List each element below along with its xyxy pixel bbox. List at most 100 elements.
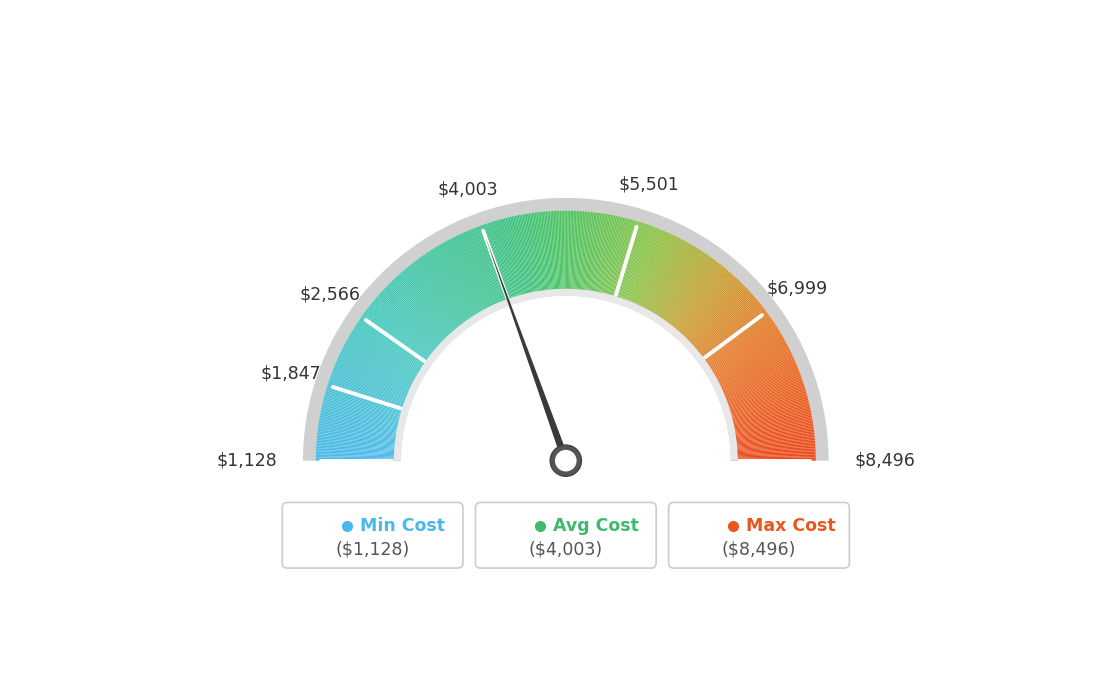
Wedge shape	[489, 222, 516, 304]
Wedge shape	[683, 285, 745, 346]
Wedge shape	[649, 246, 694, 319]
Wedge shape	[399, 274, 456, 339]
Wedge shape	[401, 296, 731, 461]
Wedge shape	[326, 389, 407, 415]
Wedge shape	[572, 211, 576, 296]
Wedge shape	[730, 440, 815, 449]
Wedge shape	[317, 439, 402, 447]
Wedge shape	[365, 310, 434, 362]
Wedge shape	[330, 375, 411, 405]
Wedge shape	[453, 237, 492, 314]
Text: ($8,496): ($8,496)	[722, 540, 796, 558]
Wedge shape	[561, 210, 564, 296]
Wedge shape	[720, 373, 800, 404]
Wedge shape	[316, 459, 401, 461]
Wedge shape	[322, 403, 405, 424]
Wedge shape	[594, 214, 609, 299]
Wedge shape	[325, 394, 407, 417]
Wedge shape	[645, 241, 688, 317]
Wedge shape	[320, 411, 404, 428]
Wedge shape	[424, 254, 474, 325]
Wedge shape	[603, 217, 624, 300]
Wedge shape	[546, 211, 554, 297]
Wedge shape	[671, 269, 728, 335]
Wedge shape	[681, 282, 742, 344]
Wedge shape	[587, 213, 601, 297]
Wedge shape	[713, 350, 790, 388]
Wedge shape	[615, 222, 641, 304]
Wedge shape	[510, 217, 530, 300]
Wedge shape	[325, 393, 407, 417]
Wedge shape	[464, 232, 499, 310]
Wedge shape	[613, 221, 638, 303]
Wedge shape	[511, 217, 531, 300]
Wedge shape	[666, 262, 719, 331]
Wedge shape	[726, 402, 809, 423]
Wedge shape	[449, 239, 490, 315]
Wedge shape	[731, 453, 816, 457]
Wedge shape	[723, 388, 806, 414]
Wedge shape	[317, 434, 402, 444]
Wedge shape	[716, 360, 795, 395]
Wedge shape	[389, 283, 450, 344]
Wedge shape	[726, 403, 809, 424]
Wedge shape	[346, 340, 422, 382]
Wedge shape	[442, 243, 485, 318]
Wedge shape	[673, 271, 730, 337]
Wedge shape	[721, 375, 802, 405]
Wedge shape	[676, 274, 733, 339]
Wedge shape	[658, 254, 708, 325]
Wedge shape	[671, 268, 726, 335]
Wedge shape	[639, 237, 678, 313]
Wedge shape	[661, 257, 713, 327]
Wedge shape	[730, 439, 815, 447]
Wedge shape	[342, 347, 420, 387]
Wedge shape	[652, 248, 699, 321]
Wedge shape	[719, 367, 798, 400]
Wedge shape	[728, 414, 811, 431]
Wedge shape	[729, 424, 814, 438]
Wedge shape	[604, 217, 625, 301]
Wedge shape	[719, 368, 799, 401]
Wedge shape	[450, 238, 491, 315]
Wedge shape	[371, 302, 438, 357]
Wedge shape	[408, 265, 464, 333]
Wedge shape	[601, 217, 620, 300]
Wedge shape	[667, 263, 720, 331]
Wedge shape	[514, 216, 533, 299]
Wedge shape	[715, 357, 794, 393]
Wedge shape	[354, 326, 426, 373]
Wedge shape	[316, 448, 401, 453]
Wedge shape	[418, 257, 470, 327]
Wedge shape	[664, 259, 715, 328]
Wedge shape	[730, 429, 814, 441]
Wedge shape	[344, 343, 421, 384]
Wedge shape	[332, 370, 412, 402]
Wedge shape	[346, 342, 421, 383]
Wedge shape	[475, 227, 507, 307]
Wedge shape	[348, 336, 423, 380]
Wedge shape	[646, 242, 689, 317]
Wedge shape	[333, 366, 413, 399]
Wedge shape	[637, 235, 675, 313]
Wedge shape	[335, 364, 414, 398]
Wedge shape	[690, 297, 755, 353]
Wedge shape	[722, 379, 803, 408]
Wedge shape	[321, 404, 405, 425]
Wedge shape	[354, 326, 427, 373]
Wedge shape	[624, 226, 655, 307]
Wedge shape	[474, 228, 506, 308]
Wedge shape	[329, 380, 410, 408]
Text: Min Cost: Min Cost	[360, 517, 445, 535]
Wedge shape	[319, 417, 404, 433]
Wedge shape	[583, 212, 594, 297]
Wedge shape	[414, 262, 467, 330]
Wedge shape	[626, 228, 658, 308]
Wedge shape	[512, 216, 532, 299]
Wedge shape	[730, 444, 816, 451]
Wedge shape	[349, 335, 424, 379]
Wedge shape	[718, 364, 797, 398]
Wedge shape	[382, 290, 446, 348]
Wedge shape	[712, 346, 788, 386]
Wedge shape	[633, 233, 669, 310]
